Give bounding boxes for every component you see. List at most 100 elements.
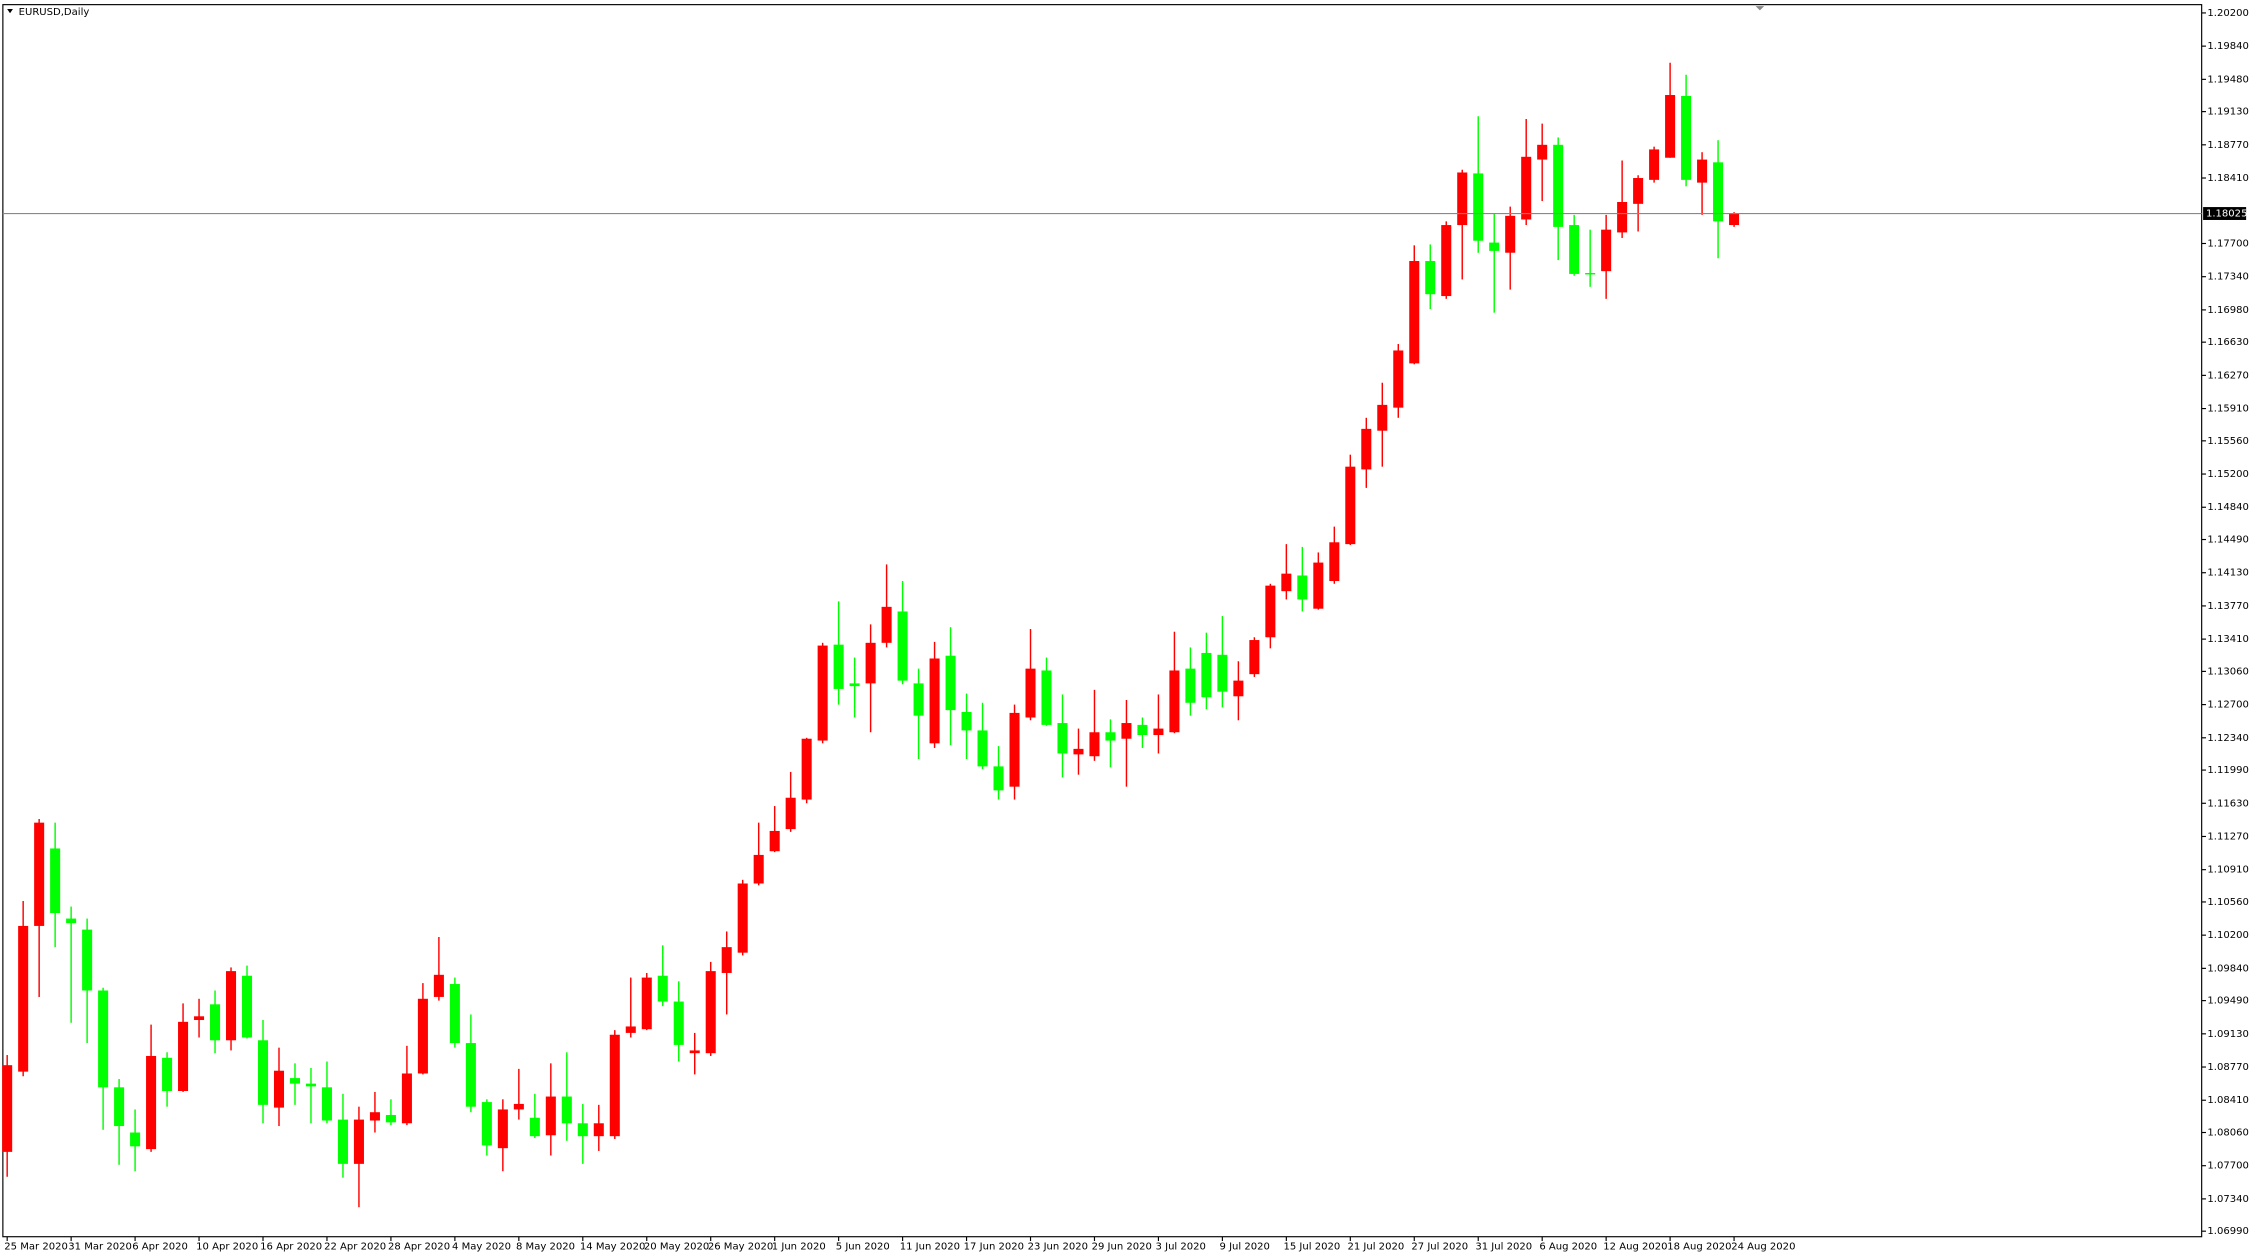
candle-body xyxy=(833,644,844,689)
x-tick-label: 11 Jun 2020 xyxy=(900,1242,960,1253)
y-tick-label: 1.19130 xyxy=(2207,107,2248,118)
candle-body xyxy=(769,830,780,852)
candle-body xyxy=(178,1021,189,1092)
candle-body xyxy=(257,1040,269,1105)
y-tick-label: 1.07340 xyxy=(2207,1194,2248,1205)
candle-body xyxy=(1185,668,1196,703)
candle-body xyxy=(1313,562,1324,609)
x-tick-label: 6 Apr 2020 xyxy=(132,1242,188,1253)
candle-body xyxy=(1169,670,1180,733)
candle-body xyxy=(50,848,61,914)
candle-body xyxy=(1553,144,1564,227)
candle-body xyxy=(753,854,764,884)
candle-body xyxy=(1281,573,1292,592)
candle-body xyxy=(1601,229,1612,272)
candle-body xyxy=(1585,273,1596,275)
candle-body xyxy=(1441,225,1452,297)
current-price-label: 1.18025 xyxy=(2206,209,2247,220)
x-tick-label: 29 Jun 2020 xyxy=(1092,1242,1152,1253)
candle-body xyxy=(433,974,444,997)
y-tick-label: 1.11270 xyxy=(2207,831,2248,842)
y-tick-label: 1.18770 xyxy=(2207,140,2248,151)
candle-body xyxy=(337,1119,348,1164)
candle-body xyxy=(1105,732,1116,741)
y-tick-label: 1.08060 xyxy=(2207,1128,2248,1139)
x-tick-label: 31 Jul 2020 xyxy=(1475,1242,1532,1253)
y-tick-label: 1.15200 xyxy=(2207,469,2248,480)
candle-body xyxy=(1249,640,1260,675)
y-tick-label: 1.15560 xyxy=(2207,436,2248,447)
y-tick-label: 1.10560 xyxy=(2207,897,2248,908)
y-tick-label: 1.07700 xyxy=(2207,1161,2248,1172)
y-tick-label: 1.12700 xyxy=(2207,700,2248,711)
candle-body xyxy=(929,658,940,744)
candle-body xyxy=(1137,724,1148,736)
y-tick-label: 1.15910 xyxy=(2207,404,2248,415)
x-tick-label: 4 May 2020 xyxy=(452,1242,511,1253)
candle-body xyxy=(321,1087,332,1121)
candle-body xyxy=(1729,213,1740,226)
candle-body xyxy=(1425,261,1436,295)
candle-body xyxy=(82,929,93,991)
x-tick-label: 16 Apr 2020 xyxy=(260,1242,322,1253)
y-tick-label: 1.20200 xyxy=(2207,8,2248,19)
y-tick-label: 1.10200 xyxy=(2207,930,2248,941)
menu-arrow[interactable] xyxy=(7,8,13,14)
candle-body xyxy=(1457,172,1468,226)
candle-body xyxy=(817,645,828,741)
y-tick-label: 1.19480 xyxy=(2207,74,2248,85)
candle-body xyxy=(1377,404,1388,431)
candle-body xyxy=(1617,201,1628,233)
candle-body xyxy=(2,1065,13,1152)
candle-body xyxy=(1473,173,1484,241)
x-tick-label: 9 Jul 2020 xyxy=(1220,1242,1270,1253)
candle-body xyxy=(1073,748,1084,755)
candle-body xyxy=(289,1078,301,1084)
y-tick-label: 1.14490 xyxy=(2207,535,2248,546)
plot-frame xyxy=(2,4,2203,1238)
y-tick-label: 1.17340 xyxy=(2207,272,2248,283)
y-tick-label: 1.16980 xyxy=(2207,305,2248,316)
y-tick-label: 1.09840 xyxy=(2207,963,2248,974)
candle-body xyxy=(114,1087,125,1127)
candle-body xyxy=(497,1109,508,1149)
x-tick-label: 12 Aug 2020 xyxy=(1603,1242,1667,1253)
candle-body xyxy=(1057,723,1068,754)
candle-body xyxy=(417,998,428,1074)
y-tick-label: 1.06990 xyxy=(2207,1226,2248,1237)
candle-body xyxy=(881,606,892,643)
y-tick-label: 1.16630 xyxy=(2207,337,2248,348)
candle-body xyxy=(1329,542,1340,582)
x-tick-label: 24 Aug 2020 xyxy=(1731,1242,1795,1253)
candle-body xyxy=(849,683,860,687)
candle-body xyxy=(146,1055,157,1150)
x-tick-label: 5 Jun 2020 xyxy=(836,1242,890,1253)
y-tick-label: 1.11630 xyxy=(2207,798,2248,809)
candle-body xyxy=(1201,652,1212,698)
candle-body xyxy=(1569,225,1580,274)
candle-body xyxy=(1025,668,1036,718)
candle-body xyxy=(1537,144,1548,160)
candle-body xyxy=(657,975,668,1002)
candle-body xyxy=(1009,712,1020,787)
candle-body xyxy=(673,1001,684,1045)
candle-body xyxy=(66,918,77,924)
y-tick-label: 1.17700 xyxy=(2207,238,2248,249)
candle-body xyxy=(865,642,876,684)
candle-body xyxy=(1233,680,1244,697)
candle-body xyxy=(1089,732,1100,757)
x-tick-label: 15 Jul 2020 xyxy=(1283,1242,1340,1253)
candle-body xyxy=(689,1050,700,1054)
x-tick-label: 26 May 2020 xyxy=(708,1242,773,1253)
x-tick-label: 21 Jul 2020 xyxy=(1347,1242,1404,1253)
candle-body xyxy=(785,797,796,830)
x-tick-label: 1 Jun 2020 xyxy=(772,1242,826,1253)
y-tick-label: 1.13410 xyxy=(2207,634,2248,645)
candle-body xyxy=(561,1096,572,1124)
candle-body xyxy=(1041,670,1052,725)
candle-body xyxy=(210,1004,221,1041)
current-price-box xyxy=(2203,207,2247,220)
x-tick-label: 27 Jul 2020 xyxy=(1411,1242,1468,1253)
candle-body xyxy=(194,1016,205,1020)
